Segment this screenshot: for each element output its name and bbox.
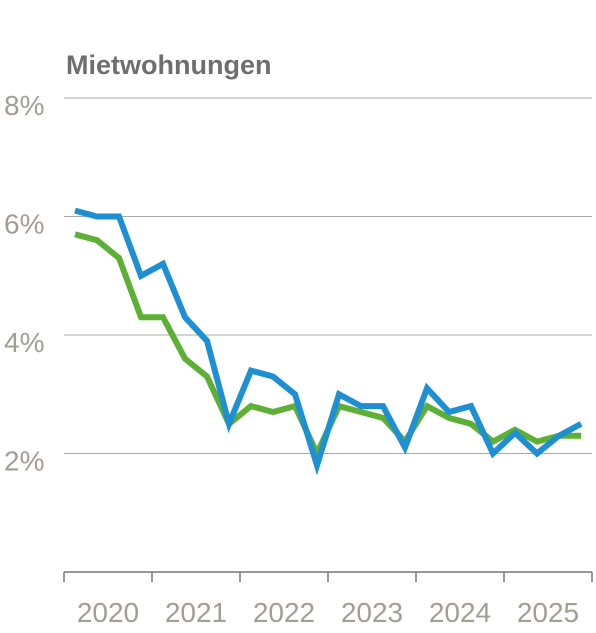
x-tick-label-2020: 2020 <box>77 597 139 628</box>
chart-title: Mietwohnungen <box>66 50 272 80</box>
x-tick-label-2021: 2021 <box>165 597 227 628</box>
y-tick-label-4: 4% <box>4 327 44 358</box>
x-tick-label-2023: 2023 <box>341 597 403 628</box>
x-tick-label-2024: 2024 <box>429 597 491 628</box>
y-tick-label-2: 2% <box>4 446 44 477</box>
y-tick-label-6: 6% <box>4 209 44 240</box>
x-tick-label-2022: 2022 <box>253 597 315 628</box>
y-axis-ticks: 2% 4% 6% 8% <box>4 90 44 477</box>
series-lines <box>74 207 583 476</box>
grid-lines <box>64 97 592 454</box>
series-line-1 <box>74 207 583 476</box>
x-tick-label-2025: 2025 <box>517 597 579 628</box>
x-axis: 2020 2021 2022 2023 2024 2025 <box>63 571 593 628</box>
y-tick-label-8: 8% <box>4 90 44 121</box>
